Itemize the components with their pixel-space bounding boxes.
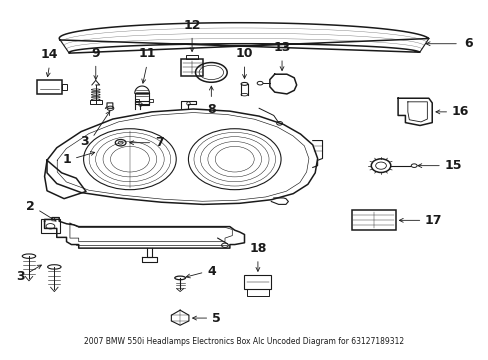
Text: 15: 15 [444,159,461,172]
Bar [41,220,60,233]
Bar [244,275,271,289]
Text: 5: 5 [211,311,220,325]
Bar [37,80,61,94]
Text: 1: 1 [62,153,71,166]
Bar [185,55,198,59]
Bar [149,99,153,102]
Text: 17: 17 [424,214,442,227]
Text: 12: 12 [183,19,201,32]
Text: 6: 6 [463,37,471,50]
Text: 2: 2 [26,201,35,213]
Text: 9: 9 [91,47,100,60]
Bar [61,84,67,90]
Text: 3: 3 [17,270,25,283]
Bar [135,93,149,104]
Text: 13: 13 [273,41,290,54]
Text: 2007 BMW 550i Headlamps Electronics Box Alc Uncoded Diagram for 63127189312: 2007 BMW 550i Headlamps Electronics Box … [84,337,404,346]
Bar [246,289,268,296]
Text: 14: 14 [41,48,58,61]
Bar [181,59,203,76]
Bar [135,99,139,102]
Text: 8: 8 [206,103,215,116]
Text: 3: 3 [80,135,88,148]
Text: 10: 10 [235,47,253,60]
Bar [90,100,102,104]
Text: 18: 18 [249,242,266,255]
Text: 4: 4 [206,265,215,278]
Text: 7: 7 [155,136,163,149]
Text: 11: 11 [138,47,155,60]
Bar [351,211,395,230]
Text: 16: 16 [451,105,468,118]
